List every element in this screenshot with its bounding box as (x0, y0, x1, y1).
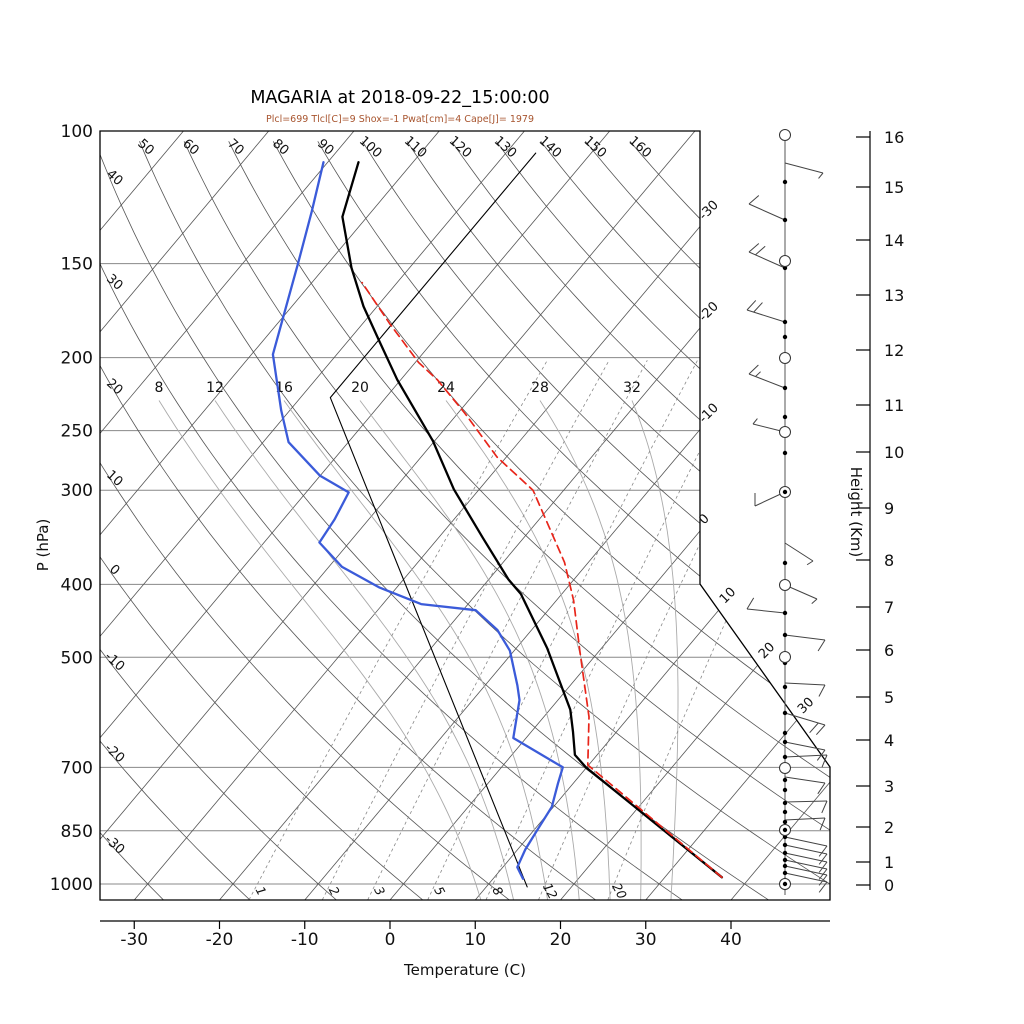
svg-text:90: 90 (314, 136, 336, 158)
svg-text:15: 15 (884, 178, 904, 197)
svg-text:11: 11 (884, 396, 904, 415)
temperature-curve (341, 161, 724, 879)
svg-text:60: 60 (179, 136, 201, 158)
svg-text:28: 28 (531, 380, 549, 396)
grid-labels: 50 60 70 80 90 100 110 120 130 140 150 160403020100… (101, 134, 817, 902)
svg-text:8: 8 (884, 551, 894, 570)
mixing-ratio-lines (248, 360, 830, 900)
temperature-axis: -30 -20 -10 0 10 20 30 40 Temperature (C) (100, 920, 830, 979)
svg-text:160: 160 (626, 134, 654, 162)
svg-text:250: 250 (61, 422, 93, 442)
svg-text:110: 110 (401, 134, 429, 162)
svg-text:-30: -30 (120, 930, 148, 950)
svg-text:10: 10 (464, 930, 486, 950)
svg-text:20: 20 (103, 376, 125, 398)
skewt-grid (100, 131, 830, 900)
svg-text:850: 850 (61, 822, 93, 842)
svg-text:32: 32 (623, 380, 641, 396)
svg-text:-20: -20 (206, 930, 234, 950)
svg-text:30: 30 (795, 695, 817, 717)
svg-text:9: 9 (884, 499, 894, 518)
svg-text:10: 10 (103, 468, 125, 490)
plot-boundary (99, 130, 831, 901)
svg-text:80: 80 (269, 136, 291, 158)
svg-text:10: 10 (884, 443, 904, 462)
svg-text:3: 3 (884, 777, 894, 796)
svg-text:-30: -30 (101, 832, 127, 857)
svg-text:20: 20 (550, 930, 572, 950)
svg-text:100: 100 (61, 122, 93, 142)
svg-text:-10: -10 (291, 930, 319, 950)
pressure-gridlines (100, 131, 830, 885)
svg-text:10: 10 (717, 585, 739, 607)
svg-text:13: 13 (884, 286, 904, 305)
svg-text:P (hPa): P (hPa) (34, 519, 52, 572)
svg-text:Temperature (C): Temperature (C) (403, 961, 526, 979)
moist-adiabat-lines (158, 400, 679, 900)
svg-text:30: 30 (103, 271, 125, 293)
svg-text:0: 0 (106, 562, 122, 579)
svg-text:2: 2 (326, 884, 343, 898)
svg-text:300: 300 (61, 481, 93, 501)
parcel-curve (361, 281, 723, 879)
pressure-axis: 100 150 200 250 300 400 500 700 850 1000 P (hPa) (34, 122, 93, 895)
svg-text:5: 5 (431, 884, 448, 898)
svg-text:0: 0 (385, 930, 396, 950)
svg-text:140: 140 (536, 134, 564, 162)
dewpoint-curve (271, 161, 564, 880)
svg-text:-10: -10 (101, 649, 127, 674)
svg-text:120: 120 (446, 134, 474, 162)
svg-text:2: 2 (884, 818, 894, 837)
svg-text:150: 150 (581, 134, 609, 162)
svg-text:40: 40 (720, 930, 742, 950)
svg-text:20: 20 (756, 640, 778, 662)
svg-text:50: 50 (134, 136, 156, 158)
svg-text:500: 500 (61, 648, 93, 668)
svg-text:Height (Km): Height (Km) (847, 467, 865, 558)
svg-text:20: 20 (609, 880, 630, 901)
svg-text:0: 0 (696, 511, 712, 527)
svg-text:3: 3 (371, 884, 388, 898)
wind-barbs (746, 129, 828, 895)
svg-text:30: 30 (635, 930, 657, 950)
svg-text:12: 12 (540, 880, 561, 901)
svg-text:700: 700 (61, 758, 93, 778)
svg-text:1: 1 (884, 853, 894, 872)
svg-text:4: 4 (884, 731, 894, 750)
isa_reference-curve (329, 152, 537, 888)
dry-adiabat-lines (100, 141, 830, 900)
page-title: MAGARIA at 2018-09-22_15:00:00 (250, 88, 550, 108)
svg-text:20: 20 (351, 380, 369, 396)
svg-text:130: 130 (491, 134, 519, 162)
svg-text:100: 100 (356, 134, 384, 162)
svg-text:12: 12 (206, 380, 224, 396)
svg-text:70: 70 (224, 136, 246, 158)
svg-text:16: 16 (884, 128, 904, 147)
svg-text:400: 400 (61, 575, 93, 595)
svg-text:1000: 1000 (50, 875, 93, 895)
svg-text:7: 7 (884, 598, 894, 617)
svg-text:5: 5 (884, 688, 894, 707)
svg-text:12: 12 (884, 341, 904, 360)
svg-text:-20: -20 (101, 741, 127, 766)
svg-text:6: 6 (884, 641, 894, 660)
svg-text:0: 0 (884, 876, 894, 895)
svg-text:14: 14 (884, 231, 904, 250)
svg-text:8: 8 (155, 380, 164, 396)
sounding-indices-subtitle: Plcl=699 Tlcl[C]=9 Shox=-1 Pwat[cm]=4 Ca… (265, 114, 535, 125)
svg-text:200: 200 (61, 349, 93, 369)
svg-text:1: 1 (253, 884, 270, 898)
svg-text:150: 150 (61, 255, 93, 275)
